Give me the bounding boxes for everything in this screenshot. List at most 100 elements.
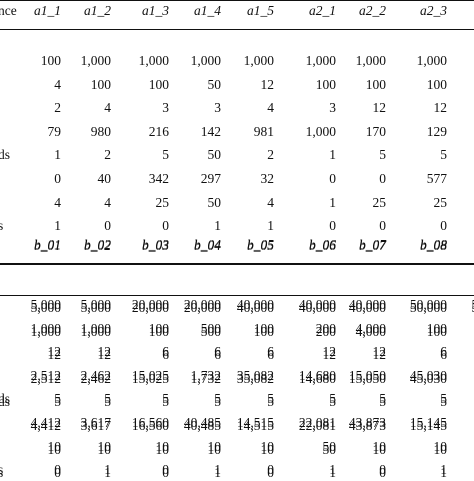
table-cell: 100 <box>426 320 447 336</box>
table-cell: 5 <box>267 394 274 410</box>
table-cell: 79 <box>47 123 62 139</box>
table-cell: 12 <box>97 347 112 363</box>
table-cell: 12 <box>322 347 337 363</box>
table-cell: 0 <box>329 218 336 234</box>
table-rule-header-2 <box>0 295 474 296</box>
column-header: a1_5 <box>247 3 274 18</box>
column-header: a2_1 <box>309 3 336 18</box>
table-cell: 10 <box>260 441 275 457</box>
column-header: b_02 <box>84 237 111 252</box>
table-cell: 0 <box>267 462 274 478</box>
table-cell: 14,515 <box>236 418 274 433</box>
table-cell: 10 <box>97 438 112 454</box>
row-label: s <box>0 218 4 234</box>
table-cell: 40,485 <box>183 415 221 430</box>
table-cell: 1,000 <box>80 320 111 336</box>
column-header: b_03 <box>142 238 169 253</box>
table-cell: 5 <box>440 391 447 407</box>
table-cell: 25 <box>155 194 170 210</box>
table-cell: 500 <box>200 323 221 339</box>
table-cell: 216 <box>148 123 169 139</box>
column-header: a1_2 <box>84 3 111 18</box>
table-cell: 12 <box>372 344 387 360</box>
table-cell: 6 <box>440 347 447 363</box>
table-cell: 3 <box>329 100 336 116</box>
table-cell: 5 <box>162 394 169 410</box>
table-cell: 10 <box>207 438 222 454</box>
table-cell: 4 <box>104 194 111 210</box>
table-cell: 14,680 <box>298 370 336 386</box>
table-cell: 0 <box>379 218 386 234</box>
table-cell: 3,617 <box>80 418 111 433</box>
table-cell: 1,000 <box>190 53 221 68</box>
table-cell: 10 <box>433 441 448 457</box>
table-cell: 50 <box>425 297 474 313</box>
table-cell: 5 <box>104 391 111 407</box>
table-cell: 0 <box>267 465 274 481</box>
table-cell: 20,000 <box>131 300 169 315</box>
table-cell: 50 <box>322 441 337 457</box>
table-cell: 40,000 <box>348 300 386 315</box>
table-cell: 12 <box>97 344 112 360</box>
table-cell: 1 <box>440 462 447 478</box>
table-cell: 1 <box>329 462 336 478</box>
column-header: b_04 <box>194 237 221 252</box>
table-cell: 14,680 <box>298 367 336 383</box>
table-cell: 15,025 <box>131 367 169 383</box>
column-header: b_02 <box>84 238 111 253</box>
table-cell: 4 <box>267 100 274 116</box>
table-cell: 1 <box>329 194 336 210</box>
table-cell: 5 <box>162 147 169 163</box>
table-cell: 40,485 <box>183 418 221 433</box>
table-cell: 32 <box>260 171 275 186</box>
table-cell: 5 <box>329 394 336 410</box>
table-cell: 10 <box>372 441 387 457</box>
table-cell: 22,081 <box>298 415 336 430</box>
table-cell: 100 <box>253 323 274 339</box>
table-cell: 100 <box>426 76 447 92</box>
row-label: s <box>0 465 4 481</box>
table-cell: 5,000 <box>30 300 61 315</box>
table-cell: 15,145 <box>409 418 447 433</box>
table-cell: 4 <box>54 194 61 210</box>
table-cell: 0 <box>162 218 169 234</box>
table-cell: 12 <box>372 100 387 116</box>
table-cell: 1 <box>54 218 61 234</box>
table-cell: 6 <box>267 347 274 363</box>
table-cell: 1,000 <box>80 53 111 68</box>
table-cell: 5 <box>440 394 447 410</box>
table-cell: 10 <box>372 438 387 454</box>
table-cell: 1,000 <box>30 323 61 339</box>
table-cell: 4,000 <box>355 323 386 339</box>
table-cell: 50 <box>207 76 222 92</box>
table-cell: 4,412 <box>30 418 61 433</box>
table-cell: 10 <box>97 441 112 457</box>
table-cell: 142 <box>200 123 221 139</box>
column-header: b_05 <box>247 238 274 253</box>
column-header: a1_4 <box>194 3 221 18</box>
table-cell: 1 <box>104 462 111 478</box>
table-cell: 100 <box>90 76 111 92</box>
table-cell: 6 <box>440 344 447 360</box>
table-cell: 1,732 <box>190 367 221 383</box>
table-cell: 1 <box>329 465 336 481</box>
row-label: ds <box>0 394 11 410</box>
table-cell: 0 <box>104 218 111 234</box>
column-header: b_06 <box>309 237 336 252</box>
row-label: s <box>0 462 4 478</box>
table-cell: 100 <box>315 76 336 92</box>
table-cell: 5 <box>440 147 447 163</box>
table-cell: 10 <box>260 438 275 454</box>
table-cell: 2,512 <box>30 370 61 386</box>
table-cell: 40,000 <box>298 300 336 315</box>
table-cell: 5 <box>379 147 386 163</box>
table-cell: 1 <box>214 465 221 481</box>
table-cell: 1,000 <box>355 53 386 68</box>
table-cell: 10 <box>155 438 170 454</box>
table-cell: 1 <box>425 371 474 387</box>
table-cell: 10 <box>207 441 222 457</box>
table-cell: 0 <box>54 462 61 478</box>
table-cell: 2 <box>104 147 111 163</box>
table-cell: 200 <box>315 323 336 339</box>
